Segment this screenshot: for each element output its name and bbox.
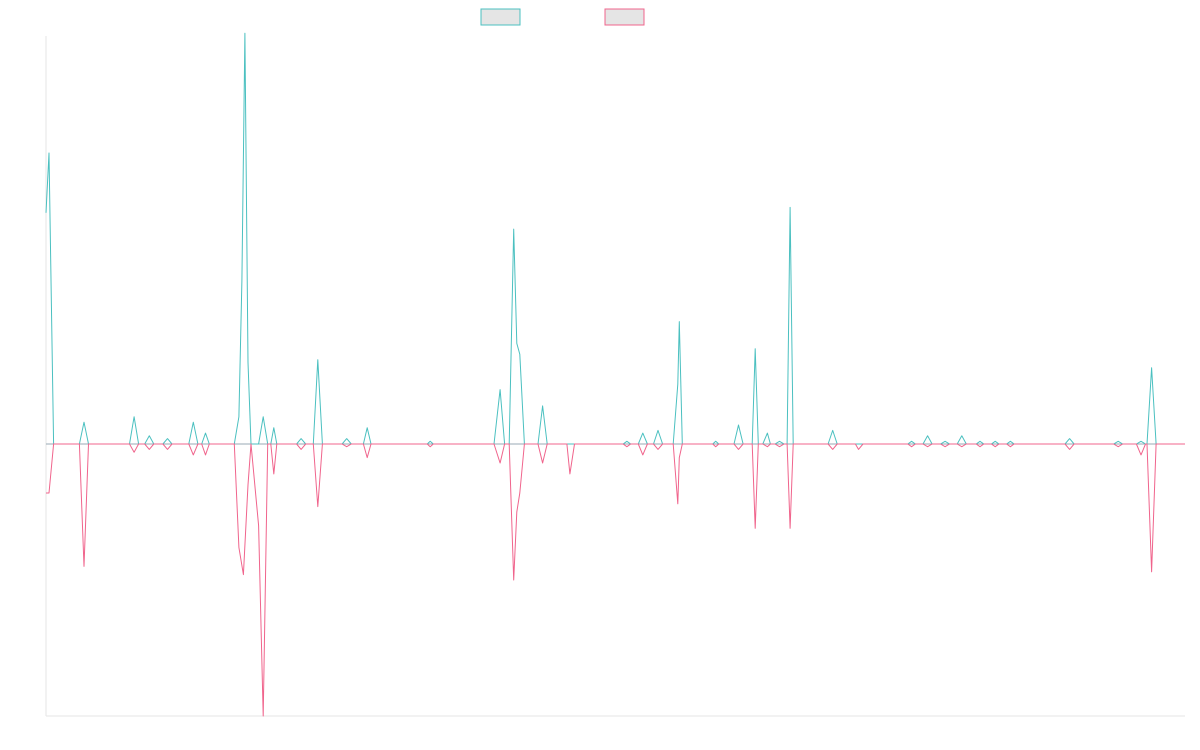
series-group — [45, 32, 1185, 717]
legend[interactable] — [480, 8, 645, 26]
series-line-2 — [46, 443, 1185, 717]
legend-swatch-2[interactable] — [604, 8, 645, 26]
series-line-1 — [45, 32, 1185, 445]
legend-swatch-1[interactable] — [480, 8, 521, 26]
